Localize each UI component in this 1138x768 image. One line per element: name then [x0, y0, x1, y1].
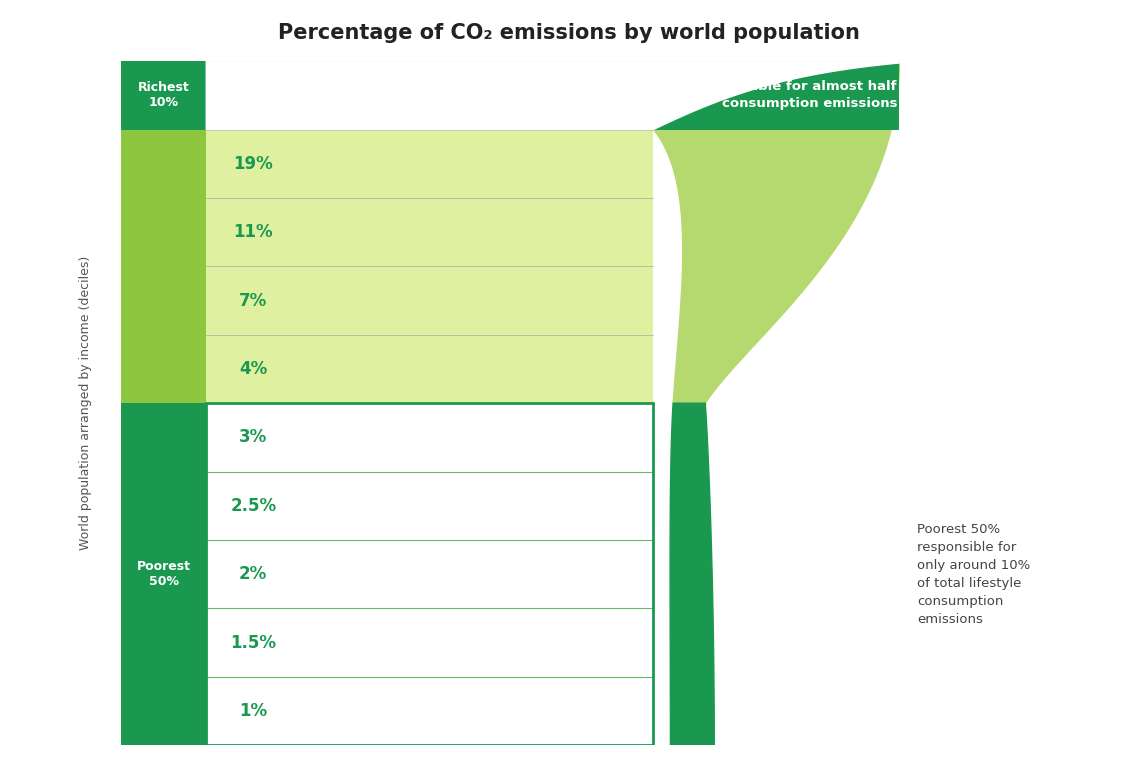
Bar: [206, 608, 300, 677]
Bar: [206, 472, 300, 540]
Text: 7%: 7%: [239, 292, 267, 310]
Text: Percentage of CO₂ emissions by world population: Percentage of CO₂ emissions by world pop…: [278, 23, 860, 43]
Bar: [300, 472, 653, 540]
Bar: [122, 61, 206, 130]
Text: 2.5%: 2.5%: [230, 497, 277, 515]
Text: 49%: 49%: [233, 86, 273, 104]
Bar: [206, 198, 300, 266]
Bar: [122, 130, 206, 198]
Bar: [122, 677, 206, 745]
Bar: [300, 608, 653, 677]
Text: 1.5%: 1.5%: [230, 634, 277, 652]
Text: World population arranged by income (deciles): World population arranged by income (dec…: [79, 256, 92, 551]
Bar: [206, 130, 300, 198]
Bar: [122, 472, 206, 540]
Bar: [206, 677, 300, 745]
Bar: [206, 403, 300, 472]
Text: 1%: 1%: [239, 702, 267, 720]
Bar: [300, 61, 653, 130]
Bar: [122, 198, 206, 266]
Bar: [122, 266, 206, 335]
Text: Poorest
50%: Poorest 50%: [137, 561, 191, 588]
Bar: [300, 677, 653, 745]
Text: 3%: 3%: [239, 429, 267, 446]
Bar: [300, 130, 653, 198]
Bar: [300, 198, 653, 266]
Bar: [300, 540, 653, 608]
Bar: [206, 61, 300, 130]
Bar: [206, 266, 300, 335]
Bar: [206, 403, 653, 745]
Bar: [122, 608, 206, 677]
Text: Richest
10%: Richest 10%: [138, 81, 190, 109]
Bar: [206, 335, 300, 403]
Polygon shape: [653, 61, 899, 403]
Bar: [122, 403, 206, 472]
Polygon shape: [206, 61, 922, 130]
Text: 11%: 11%: [233, 223, 273, 241]
Bar: [300, 403, 653, 472]
Bar: [122, 61, 899, 130]
Text: 4%: 4%: [239, 360, 267, 378]
Bar: [122, 335, 206, 403]
Text: Poorest 50%
responsible for
only around 10%
of total lifestyle
consumption
emiss: Poorest 50% responsible for only around …: [917, 523, 1031, 626]
Bar: [300, 266, 653, 335]
Bar: [206, 540, 300, 608]
Text: Richest 10% responsible for almost half of total lifestyle
consumption emissions: Richest 10% responsible for almost half …: [599, 81, 1022, 111]
Polygon shape: [670, 403, 715, 745]
Bar: [300, 335, 653, 403]
Text: 2%: 2%: [239, 565, 267, 583]
Bar: [122, 540, 206, 608]
Text: 19%: 19%: [233, 154, 273, 173]
